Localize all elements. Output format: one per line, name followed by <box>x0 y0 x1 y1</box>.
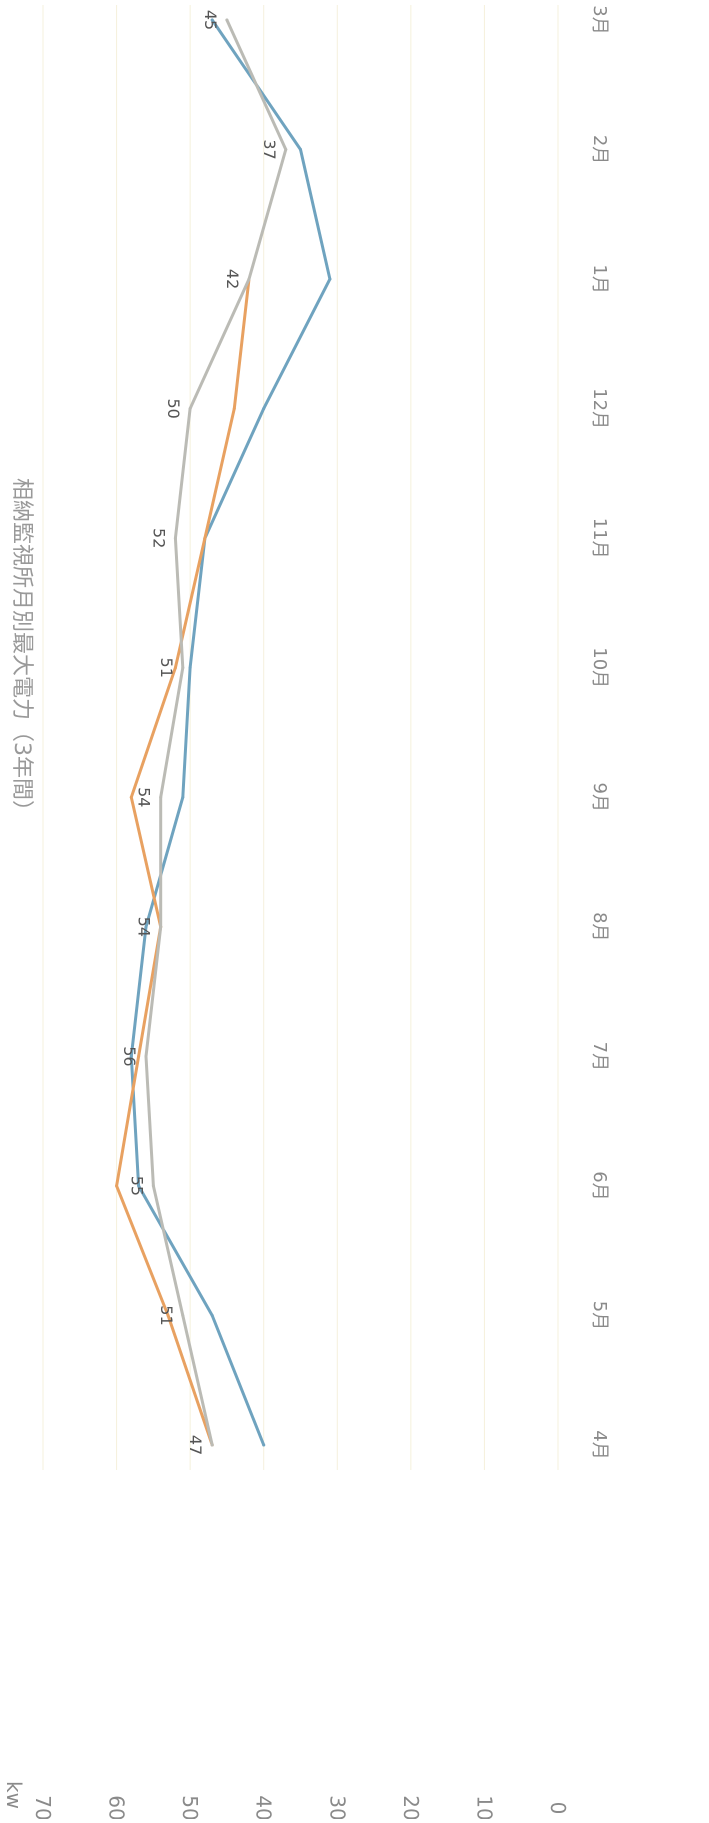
x-tick-label: 6月 <box>589 1171 610 1200</box>
series-3-point <box>181 1313 185 1317</box>
series-1-point <box>129 1054 133 1058</box>
x-tick-label: 8月 <box>589 912 610 941</box>
series-1-point <box>262 407 266 411</box>
series-3-point <box>188 407 192 411</box>
series-2-point <box>173 666 177 670</box>
series-2-point <box>129 795 133 799</box>
x-tick-label: 12月 <box>589 388 610 429</box>
series-3-point <box>173 536 177 540</box>
series-1-point <box>262 1443 266 1447</box>
series-line-2 <box>115 277 251 1447</box>
x-axis-ticks: 4月 5月 6月 7月 8月 9月 10月 11月 12月 1月 2月 3月 <box>589 5 610 1459</box>
series-3-point <box>225 18 229 22</box>
grid-lines <box>42 5 559 1470</box>
y-tick-label: 0 <box>546 1802 570 1815</box>
series-2-point <box>232 407 236 411</box>
data-label: 37 <box>260 139 279 159</box>
y-tick-label: 50 <box>178 1795 202 1819</box>
series-1-point <box>181 795 185 799</box>
series-2-point <box>115 1184 119 1188</box>
series-3-point <box>210 1443 214 1447</box>
series-3-point <box>151 1184 155 1188</box>
y-axis-label: kw <box>2 1781 26 1809</box>
series-3-point <box>159 925 163 929</box>
series-1-point <box>210 18 214 22</box>
series-lines <box>115 18 332 1447</box>
data-label: 42 <box>223 269 242 289</box>
series-3-point <box>159 795 163 799</box>
chart-title: 相納監視所月別最大電力（3年間） <box>9 478 34 822</box>
series-1-point <box>144 925 148 929</box>
data-label: 55 <box>127 1176 146 1196</box>
y-axis-ticks: 0 10 20 30 40 50 60 70 <box>31 1795 570 1820</box>
series-1-point <box>210 1313 214 1317</box>
data-label: 52 <box>149 528 168 548</box>
x-tick-label: 2月 <box>589 135 610 164</box>
data-label: 51 <box>157 1305 176 1325</box>
data-label: 54 <box>135 787 154 807</box>
series-3-point <box>284 148 288 152</box>
series-1-point <box>299 148 302 152</box>
data-label: 45 <box>201 10 220 30</box>
series-2-point <box>203 536 207 540</box>
y-tick-label: 10 <box>472 1795 496 1819</box>
data-label: 51 <box>157 658 176 678</box>
x-tick-label: 7月 <box>589 1042 610 1071</box>
data-label: 56 <box>120 1046 139 1066</box>
series-2-point <box>166 1313 170 1317</box>
series-3-point <box>247 277 251 281</box>
data-labels: 47 51 55 56 54 54 51 52 50 42 37 45 <box>120 10 279 1455</box>
x-tick-label: 4月 <box>589 1430 610 1459</box>
series-3-point <box>144 1054 148 1058</box>
series-2-point <box>137 1054 141 1058</box>
x-tick-label: 9月 <box>589 783 610 812</box>
y-tick-label: 60 <box>105 1795 129 1819</box>
series-3-point <box>181 666 185 670</box>
x-tick-label: 3月 <box>589 5 610 34</box>
y-tick-label: 70 <box>31 1795 55 1819</box>
y-tick-label: 30 <box>325 1795 349 1819</box>
data-label: 50 <box>164 398 183 418</box>
data-label: 54 <box>135 917 154 937</box>
x-tick-label: 5月 <box>589 1301 610 1330</box>
x-tick-label: 1月 <box>589 264 610 293</box>
series-1-point <box>188 666 192 670</box>
series-line-3 <box>144 18 288 1447</box>
data-label: 47 <box>186 1435 205 1455</box>
y-tick-label: 40 <box>252 1795 276 1819</box>
series-1-point <box>137 1184 141 1188</box>
x-tick-label: 11月 <box>589 518 610 559</box>
x-tick-label: 10月 <box>589 647 610 688</box>
y-tick-label: 20 <box>399 1795 423 1819</box>
series-1-point <box>328 277 332 281</box>
series-line-1 <box>129 18 332 1447</box>
